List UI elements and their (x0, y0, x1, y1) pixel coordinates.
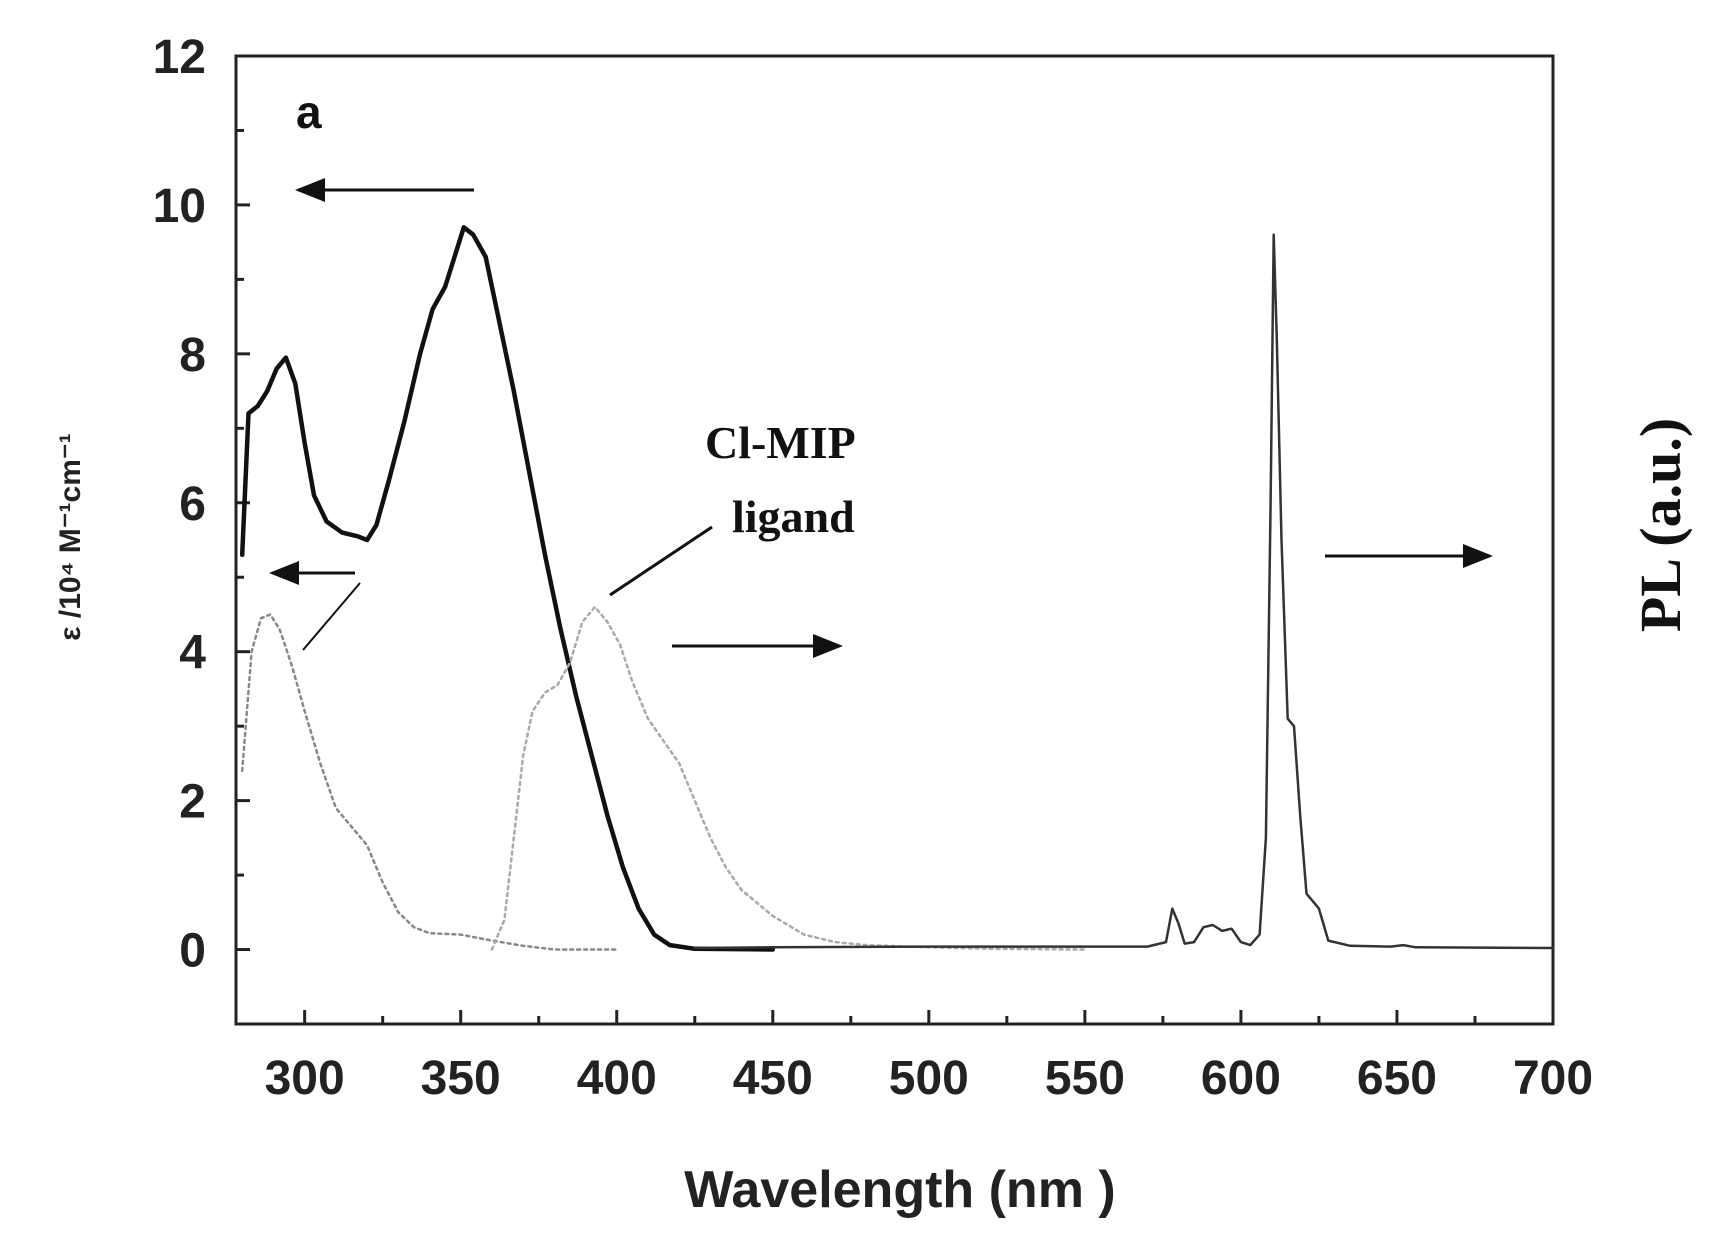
x-tick-label: 300 (265, 1052, 345, 1105)
panel-letter: a (296, 86, 322, 138)
x-tick-label: 600 (1201, 1052, 1281, 1105)
x-tick-label: 700 (1513, 1052, 1593, 1105)
y-axis-label-right: PL (a.u.) (1628, 418, 1693, 632)
leader-cl-mip (609, 525, 713, 597)
series-layer (239, 225, 1555, 952)
y-tick-label: 12 (153, 31, 206, 84)
y-tick-label: 6 (179, 478, 206, 531)
series-line-2 (240, 613, 618, 951)
y-axis-ticks: 0 2 4 6 8 10 12 (153, 31, 250, 1026)
plot-frame (234, 54, 1555, 1026)
y-tick-label: 10 (153, 180, 206, 233)
x-tick-label: 550 (1045, 1052, 1125, 1105)
x-tick-label: 400 (577, 1052, 657, 1105)
x-tick-label: 650 (1357, 1052, 1437, 1105)
x-axis-ticks: 300 350 400 450 500 550 600 650 700 (265, 1010, 1593, 1105)
series-line-3 (490, 605, 1087, 951)
x-tick-label: 350 (421, 1052, 501, 1105)
x-tick-label: 450 (733, 1052, 813, 1105)
leader-ligand-left (302, 582, 361, 651)
arrows (269, 178, 1493, 658)
x-tick-label: 500 (889, 1052, 969, 1105)
series-line-4 (693, 233, 1555, 950)
annotation-line-1: Cl-MIP (705, 417, 856, 468)
y-axis-label-left: ε /10⁴ M⁻¹cm⁻¹ (54, 433, 87, 640)
axes-box (234, 54, 1555, 1026)
y-tick-label: 0 (179, 925, 206, 978)
annotation-line-2: ligand (732, 491, 855, 542)
y-tick-label: 8 (179, 329, 206, 382)
y-tick-label: 4 (179, 627, 206, 680)
series-line-1 (239, 225, 776, 952)
x-axis-label: Wavelength (nm ) (684, 1161, 1115, 1219)
y-tick-label: 2 (179, 776, 206, 829)
